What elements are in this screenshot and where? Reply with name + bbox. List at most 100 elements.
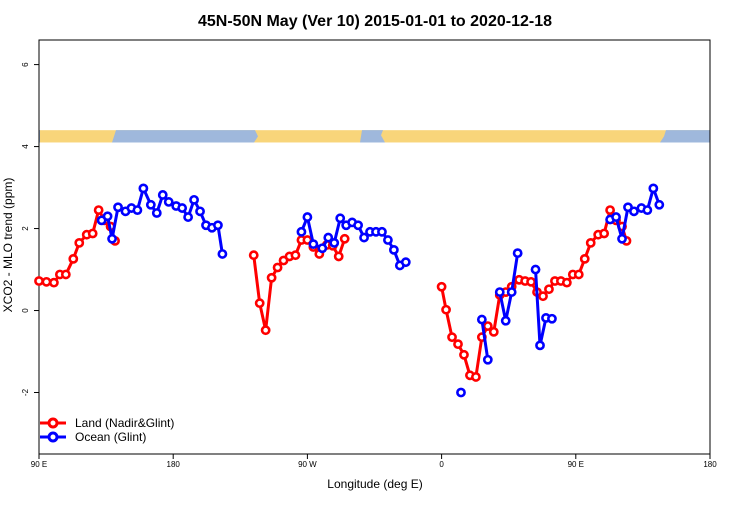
- chart-title: 45N-50N May (Ver 10) 2015-01-01 to 2020-…: [198, 13, 552, 30]
- y-tick-label: 0: [21, 308, 30, 313]
- data-point: [544, 284, 554, 295]
- data-point: [296, 226, 307, 237]
- strip-ocean-pacific-2: [660, 130, 710, 143]
- data-point: [654, 199, 665, 210]
- data-point: [573, 269, 584, 280]
- data-point: [617, 233, 627, 244]
- data-point: [329, 238, 340, 248]
- data-point: [217, 249, 228, 259]
- data-point: [317, 243, 328, 254]
- data-point: [49, 277, 59, 288]
- y-tick-label: 2: [21, 226, 30, 231]
- data-point: [359, 232, 369, 243]
- data-point: [93, 205, 104, 216]
- data-point: [41, 276, 52, 287]
- data-point: [579, 253, 590, 264]
- data-point: [447, 332, 457, 343]
- series-line: [534, 269, 553, 347]
- data-point: [629, 206, 639, 217]
- data-point: [138, 183, 149, 194]
- data-point: [353, 220, 363, 231]
- land-sea-strip: [39, 130, 710, 143]
- data-point: [34, 276, 44, 286]
- legend-land-label: Land (Nadir&Glint): [75, 416, 174, 430]
- data-point: [302, 212, 313, 222]
- data-point: [459, 349, 469, 360]
- x-axis-label: Longitude (deg E): [327, 477, 422, 491]
- data-point: [535, 340, 545, 351]
- data-point: [512, 248, 523, 259]
- x-axis: 90 E 180 90 W 0 90 E 180: [31, 454, 717, 469]
- data-point: [400, 257, 411, 268]
- data-point: [335, 213, 346, 224]
- data-point: [500, 315, 511, 326]
- series-land: [34, 205, 632, 382]
- legend-ocean-marker: [47, 431, 59, 443]
- legend-ocean-label: Ocean (Glint): [75, 430, 146, 444]
- data-point: [339, 233, 350, 244]
- data-point: [177, 203, 188, 213]
- data-point: [530, 264, 541, 275]
- data-point: [605, 205, 615, 216]
- data-point: [145, 199, 156, 210]
- data-point: [183, 212, 194, 222]
- data-point: [189, 194, 199, 205]
- x-tick-label: 90 W: [298, 460, 317, 469]
- data-point: [648, 183, 659, 194]
- data-point: [482, 354, 493, 365]
- data-point: [470, 372, 481, 382]
- y-axis: -2 0 2 4 6: [21, 62, 39, 396]
- x-tick-label: 180: [703, 460, 717, 469]
- series-line: [498, 252, 520, 323]
- data-point: [377, 226, 387, 237]
- data-point: [308, 239, 319, 250]
- data-point: [441, 304, 451, 315]
- y-axis-label: XCO2 - MLO trend (ppm): [1, 178, 15, 313]
- series-line: [480, 319, 490, 360]
- data-point: [248, 250, 259, 261]
- data-point: [74, 238, 85, 248]
- data-point: [388, 244, 399, 255]
- data-point: [383, 235, 393, 245]
- data-point: [538, 291, 548, 302]
- series-ocean: [96, 183, 665, 398]
- data-point: [547, 313, 557, 324]
- data-point: [453, 339, 463, 350]
- data-point: [102, 211, 113, 222]
- plot-frame: [38, 39, 711, 455]
- data-point: [157, 190, 168, 200]
- data-point: [213, 220, 223, 231]
- data-point: [494, 287, 505, 297]
- data-point: [87, 228, 98, 239]
- strip-ocean-atlantic: [360, 130, 385, 143]
- data-point: [113, 202, 123, 213]
- data-point: [599, 228, 610, 239]
- data-point: [333, 251, 344, 262]
- x-tick-label: 180: [167, 460, 181, 469]
- y-tick-label: 4: [21, 144, 30, 149]
- data-point: [526, 276, 536, 287]
- legend: Land (Nadir&Glint) Ocean (Glint): [40, 416, 174, 444]
- data-point: [456, 387, 466, 398]
- y-tick-label: -2: [21, 388, 30, 396]
- data-point: [611, 212, 621, 222]
- strip-ocean-pacific: [112, 130, 258, 143]
- data-point: [68, 253, 79, 264]
- x-tick-label: 90 E: [568, 460, 584, 469]
- data-point: [488, 326, 499, 337]
- data-point: [60, 269, 71, 280]
- y-tick-label: 6: [21, 62, 30, 67]
- data-point: [476, 314, 487, 325]
- data-point: [642, 205, 653, 216]
- data-point: [266, 272, 277, 283]
- data-point: [254, 298, 265, 309]
- data-point: [585, 238, 596, 248]
- data-point: [195, 206, 205, 217]
- data-point: [272, 262, 283, 273]
- data-point: [132, 205, 143, 216]
- data-point: [290, 250, 301, 261]
- data-point: [151, 208, 162, 218]
- series-layer: [34, 183, 665, 398]
